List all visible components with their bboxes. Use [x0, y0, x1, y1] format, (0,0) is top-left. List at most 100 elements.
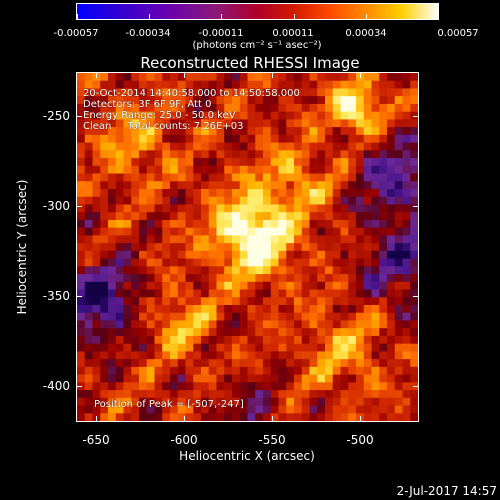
heatmap-cell: [348, 227, 357, 237]
heatmap-cell: [146, 181, 156, 190]
heatmap-image: [77, 73, 418, 421]
heatmap-cell: [340, 189, 349, 198]
heatmap-cell: [216, 103, 225, 113]
heatmap-cell: [239, 382, 249, 391]
heatmap-cell: [247, 405, 256, 414]
heatmap-cell: [309, 111, 318, 120]
heatmap-cell: [379, 134, 388, 144]
heatmap-cell: [387, 227, 396, 237]
heatmap-cell: [107, 111, 117, 120]
heatmap-cell: [379, 119, 388, 128]
heatmap-cell: [177, 335, 187, 345]
heatmap-cell: [278, 173, 287, 182]
heatmap-cell: [356, 111, 365, 120]
heatmap-cell: [92, 274, 101, 283]
heatmap-cell: [77, 405, 86, 414]
heatmap-cell: [394, 227, 404, 237]
heatmap-cell: [216, 158, 225, 167]
heatmap-cell: [107, 96, 117, 105]
heatmap-cell: [77, 181, 86, 190]
heatmap-cell: [239, 150, 249, 159]
heatmap-cell: [77, 196, 86, 206]
heatmap-cell: [332, 73, 342, 82]
heatmap-cell: [247, 281, 256, 291]
heatmap-cell: [270, 343, 280, 352]
heatmap-cell: [107, 328, 117, 337]
heatmap-cell: [146, 150, 156, 159]
heatmap-cell: [293, 88, 303, 97]
heatmap-cell: [371, 96, 380, 105]
heatmap-cell: [84, 359, 94, 368]
heatmap-cell: [154, 142, 163, 151]
heatmap-cell: [332, 390, 342, 399]
heatmap-cell: [146, 320, 156, 329]
heatmap-cell: [394, 80, 404, 90]
heatmap-cell: [239, 134, 249, 144]
heatmap-cell: [224, 227, 233, 237]
heatmap-cell: [387, 390, 396, 399]
heatmap-cell: [332, 80, 342, 90]
heatmap-cell: [262, 189, 272, 198]
colorbar-tick: [366, 14, 367, 19]
heatmap-cell: [177, 227, 187, 237]
heatmap-cell: [293, 219, 303, 229]
heatmap-cell: [363, 127, 373, 136]
heatmap-cell: [340, 335, 349, 345]
heatmap-cell: [216, 204, 225, 213]
heatmap-cell: [92, 374, 101, 383]
heatmap-cell: [301, 335, 311, 345]
heatmap-cell: [162, 88, 171, 97]
heatmap-cell: [131, 80, 140, 90]
heatmap-cell: [107, 397, 117, 407]
heatmap-cell: [402, 227, 411, 237]
heatmap-cell: [146, 111, 156, 120]
heatmap-cell: [293, 405, 303, 414]
heatmap-cell: [201, 173, 210, 182]
heatmap-cell: [92, 328, 101, 337]
heatmap-cell: [107, 88, 117, 97]
heatmap-cell: [92, 312, 101, 322]
heatmap-cell: [332, 328, 342, 337]
heatmap-cell: [379, 243, 388, 252]
heatmap-cell: [131, 405, 140, 414]
heatmap-cell: [270, 274, 280, 283]
heatmap-cell: [356, 243, 365, 252]
heatmap-cell: [131, 127, 140, 136]
heatmap-cell: [262, 158, 272, 167]
heatmap-cell: [170, 328, 179, 337]
heatmap-cell: [170, 134, 179, 144]
heatmap-cell: [332, 274, 342, 283]
heatmap-cell: [410, 212, 418, 221]
heatmap-cell: [138, 134, 148, 144]
heatmap-cell: [216, 196, 225, 206]
heatmap-cell: [356, 382, 365, 391]
heatmap-cell: [185, 80, 194, 90]
heatmap-cell: [324, 382, 334, 391]
heatmap-cell: [402, 258, 411, 267]
heatmap-cell: [402, 219, 411, 229]
heatmap-cell: [379, 96, 388, 105]
heatmap-cell: [394, 219, 404, 229]
heatmap-cell: [162, 150, 171, 159]
heatmap-cell: [410, 281, 418, 291]
heatmap-cell: [170, 196, 179, 206]
heatmap-cell: [247, 181, 256, 190]
heatmap-cell: [177, 374, 187, 383]
heatmap-cell: [247, 335, 256, 345]
heatmap-cell: [255, 266, 264, 275]
heatmap-cell: [363, 343, 373, 352]
heatmap-cell: [208, 96, 218, 105]
heatmap-cell: [193, 103, 202, 113]
heatmap-cell: [123, 359, 132, 368]
heatmap-cell: [193, 351, 202, 360]
heatmap-cell: [193, 266, 202, 275]
heatmap-cell: [131, 103, 140, 113]
heatmap-cell: [138, 289, 148, 298]
heatmap-cell: [356, 390, 365, 399]
heatmap-cell: [177, 289, 187, 298]
heatmap-cell: [84, 235, 94, 244]
heatmap-cell: [84, 382, 94, 391]
heatmap-cell: [115, 328, 125, 337]
heatmap-cell: [402, 103, 411, 113]
heatmap-cell: [146, 134, 156, 144]
